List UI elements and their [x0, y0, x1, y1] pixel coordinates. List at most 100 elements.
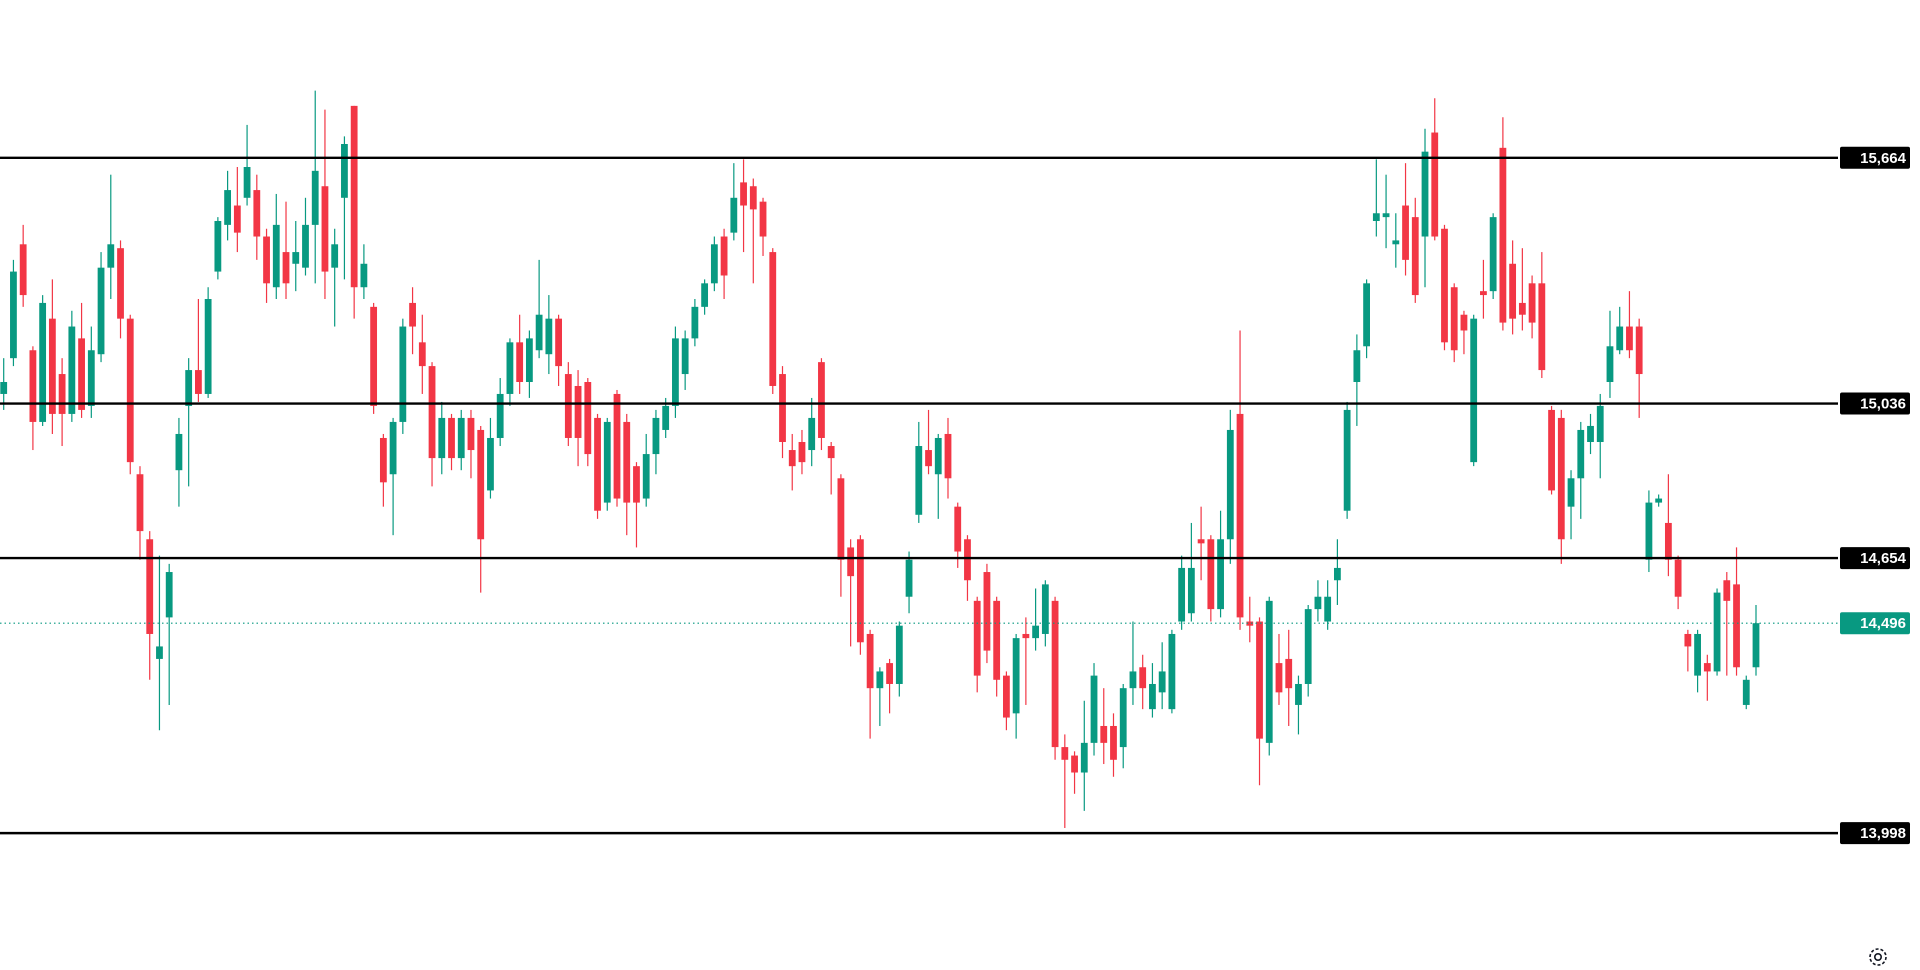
candle-body	[311, 170, 319, 225]
candle-body	[389, 421, 397, 475]
candle-body	[97, 267, 105, 355]
candle-body	[1392, 240, 1400, 245]
candle-body	[1236, 413, 1244, 618]
candle-body	[574, 385, 582, 438]
candle-body	[1333, 567, 1341, 581]
candle-body	[1499, 147, 1507, 323]
candle-body	[1324, 596, 1332, 622]
candle-body	[68, 326, 76, 414]
candle-body	[1674, 559, 1682, 597]
candle-body	[642, 454, 650, 499]
candle-body	[156, 646, 163, 659]
candle-body	[1567, 478, 1575, 507]
candle-body	[496, 393, 504, 438]
candle-body	[827, 446, 835, 459]
candle-body	[409, 302, 416, 327]
candle-body	[1197, 539, 1205, 544]
candle-body	[204, 298, 212, 394]
candle-body	[1187, 567, 1195, 614]
candle-body	[302, 224, 309, 268]
candle-body	[224, 190, 232, 225]
candle-body	[1071, 755, 1078, 773]
candle-body	[1158, 671, 1166, 693]
candle-body	[1557, 417, 1565, 540]
candle-body	[1051, 600, 1059, 748]
settings-icon[interactable]	[1869, 948, 1887, 966]
candle-body	[516, 342, 524, 383]
candle-body	[1217, 539, 1224, 610]
candle-body	[78, 338, 85, 410]
candle-body	[1119, 688, 1127, 748]
candle-body	[1509, 263, 1517, 319]
candle-body	[886, 663, 893, 684]
candle-body	[925, 450, 932, 467]
price-tag-label: 14,496	[1860, 615, 1906, 632]
candle-body	[1207, 539, 1215, 610]
candle-body	[1061, 747, 1069, 760]
candle-body	[1460, 314, 1468, 331]
candle-body	[350, 105, 358, 288]
candle-body	[1080, 742, 1088, 773]
candle-body	[672, 338, 679, 406]
price-tag	[1840, 392, 1910, 415]
candle-body	[1022, 633, 1030, 639]
candle-body	[379, 437, 387, 483]
candle-body	[1314, 596, 1322, 610]
candle-body	[1090, 675, 1098, 743]
candle-body	[1723, 580, 1731, 601]
candle-body	[19, 244, 27, 296]
candle-body	[1655, 498, 1663, 503]
candle-body	[564, 374, 572, 438]
candle-body	[1713, 592, 1721, 672]
candle-body	[555, 318, 562, 367]
candle-body	[457, 417, 465, 459]
candle-body	[282, 252, 290, 284]
candle-body	[1635, 326, 1643, 375]
candles-layer	[0, 90, 1760, 828]
candle-body	[779, 374, 786, 442]
candle-body	[613, 393, 621, 499]
candle-body	[1304, 609, 1312, 684]
candle-body	[1110, 725, 1117, 760]
candle-body	[1606, 346, 1614, 383]
candle-body	[233, 205, 241, 233]
candle-body	[964, 539, 971, 581]
candle-body	[876, 671, 884, 689]
price-tag-label: 15,036	[1860, 395, 1906, 412]
candle-body	[1149, 683, 1156, 710]
candle-body	[808, 417, 816, 451]
levels-layer	[0, 156, 1838, 835]
candle-body	[1645, 502, 1653, 560]
candle-body	[895, 625, 903, 684]
candle-body	[1480, 291, 1487, 296]
candle-body	[399, 326, 407, 422]
candle-body	[1256, 621, 1263, 739]
candle-body	[681, 338, 689, 375]
candle-body	[1489, 217, 1497, 292]
price-tag	[1840, 612, 1910, 635]
price-tag	[1840, 146, 1910, 169]
candle-body	[866, 633, 874, 689]
candle-body	[584, 382, 592, 455]
candle-body	[535, 314, 543, 351]
candle-body	[341, 144, 348, 198]
candle-body	[1246, 621, 1254, 626]
candle-body	[856, 539, 864, 643]
candle-body	[1226, 429, 1234, 540]
candle-body	[448, 417, 455, 459]
candle-body	[1353, 350, 1361, 383]
candle-body	[1275, 663, 1283, 693]
candle-body	[1684, 633, 1692, 647]
candle-body	[740, 182, 747, 206]
candle-body	[360, 263, 368, 288]
candle-body	[1411, 217, 1419, 296]
candle-body	[272, 224, 280, 288]
candle-body	[749, 186, 757, 210]
candle-body	[788, 450, 796, 467]
candle-body	[1382, 213, 1390, 218]
candle-body	[1421, 151, 1429, 237]
candle-body	[1518, 302, 1526, 315]
candle-body	[1295, 683, 1302, 705]
candle-body	[1402, 205, 1409, 260]
candle-body	[321, 186, 329, 272]
